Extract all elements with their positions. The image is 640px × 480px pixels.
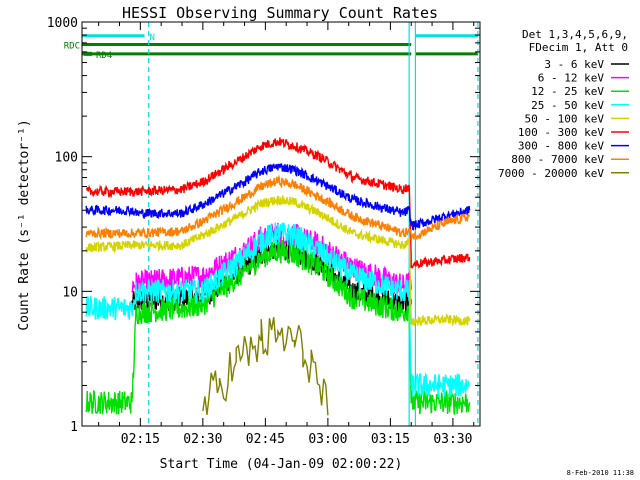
series-line-5 xyxy=(85,195,471,327)
legend: Det 1,3,4,5,6,9,FDecim 1, Att 0 3 - 6 keV… xyxy=(498,28,629,180)
flag-layer: N RDC RD4 xyxy=(64,33,478,61)
x-axis: 02:15 02:30 02:45 03:00 03:15 03:30 xyxy=(98,22,475,447)
legend-label-3: 12 - 25 keV xyxy=(531,85,604,98)
series-line-4 xyxy=(85,222,471,398)
series-line-7 xyxy=(85,163,471,231)
plot-frame xyxy=(81,21,481,427)
legend-header-1: Det 1,3,4,5,6,9, xyxy=(522,28,628,41)
x-tick-label-0315: 03:15 xyxy=(371,432,410,447)
x-tick-label-0300: 03:00 xyxy=(308,432,347,447)
legend-label-2: 6 - 12 keV xyxy=(538,72,605,85)
legend-label-6: 100 - 300 keV xyxy=(518,126,604,139)
series-line-3 xyxy=(85,239,471,416)
flag-label-n: N xyxy=(150,33,155,43)
series-line-6 xyxy=(85,137,471,269)
x-tick-label-0245: 02:45 xyxy=(246,432,285,447)
y-axis: 1 10 100 1000 xyxy=(47,16,480,435)
x-tick-label-0330: 03:30 xyxy=(433,432,472,447)
series-line-9 xyxy=(202,317,329,416)
y-axis-label: Count Rate (s⁻¹ detector⁻¹) xyxy=(17,119,32,330)
legend-label-8: 800 - 7000 keV xyxy=(511,153,604,166)
legend-label-9: 7000 - 20000 keV xyxy=(498,167,604,180)
series-layer xyxy=(85,137,471,416)
y-tick-label-100: 100 xyxy=(55,151,78,166)
legend-label-1: 3 - 6 keV xyxy=(544,58,604,71)
y-tick-label-10: 10 xyxy=(62,285,78,300)
legend-header-2: FDecim 1, Att 0 xyxy=(529,41,628,54)
y-tick-label-1: 1 xyxy=(70,420,78,435)
legend-label-7: 300 - 800 keV xyxy=(518,140,604,153)
flag-marker-rd4 xyxy=(84,51,92,56)
legend-label-5: 50 - 100 keV xyxy=(525,112,605,125)
flag-label-rdc: RDC xyxy=(64,42,80,52)
x-tick-label-0230: 02:30 xyxy=(183,432,222,447)
x-axis-label: Start Time (04-Jan-09 02:00:22) xyxy=(160,457,403,472)
chart-title: HESSI Observing Summary Count Rates xyxy=(122,4,438,22)
series-line-8 xyxy=(85,174,471,241)
flag-label-rd4: RD4 xyxy=(96,51,112,61)
y-tick-label-1000: 1000 xyxy=(47,16,78,31)
x-tick-label-0215: 02:15 xyxy=(121,432,160,447)
footer-timestamp: 8-Feb-2010 11:38 xyxy=(567,469,634,477)
legend-label-4: 25 - 50 keV xyxy=(531,99,604,112)
